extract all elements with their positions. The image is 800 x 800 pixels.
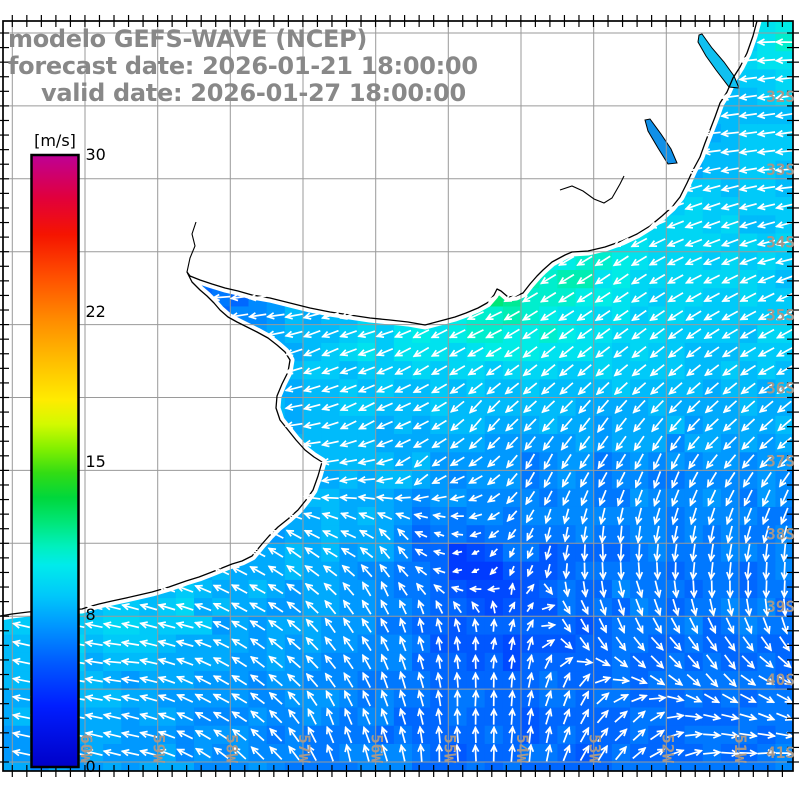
- lagoons: [644, 33, 740, 165]
- lat-label: 35S: [766, 306, 795, 325]
- colorbar: [m/s] 30 22 15 8 0: [30, 131, 106, 776]
- lon-label: 59W: [150, 734, 169, 763]
- lon-label: 51W: [731, 734, 750, 763]
- lat-label: 39S: [766, 597, 795, 616]
- lon-label: 52W: [658, 734, 677, 763]
- lon-label: 60W: [77, 734, 96, 763]
- lat-label: 38S: [766, 524, 795, 543]
- river-line: [186, 221, 197, 273]
- colorbar-tick-label: 8: [86, 605, 96, 624]
- lat-label: 37S: [766, 451, 795, 470]
- forecast-date-label: forecast date: 2026-01-21 18:00:00: [8, 52, 478, 80]
- lon-label: 58W: [222, 734, 241, 763]
- graticule-grid: [3, 21, 793, 771]
- colorbar-tick-label: 22: [86, 302, 106, 321]
- colorbar-unit-label: [m/s]: [34, 131, 76, 150]
- map-frame: [0, 15, 799, 777]
- lon-label: 57W: [295, 734, 314, 763]
- coastal-lagoon-line: [559, 175, 625, 204]
- lon-label: 54W: [513, 734, 532, 763]
- lagoa-mirim: [644, 118, 678, 165]
- colorbar-gradient: [30, 153, 80, 769]
- lat-label: 40S: [766, 670, 795, 689]
- lat-label: 36S: [766, 379, 795, 398]
- valid-date-label: valid date: 2026-01-27 18:00:00: [41, 79, 466, 107]
- graticule-labels: 32S 33S 34S 35S 36S 37S 38S 39S 40S 41S 60W 59W 58W 5…: [77, 87, 795, 763]
- colorbar-tick-label: 15: [86, 452, 106, 471]
- lat-label: 41S: [766, 743, 795, 762]
- lat-label: 34S: [766, 233, 795, 252]
- colorbar-tick-label: 0: [86, 757, 96, 776]
- colorbar-tick-label: 30: [86, 145, 106, 164]
- lat-label: 32S: [766, 87, 795, 106]
- lat-label: 33S: [766, 160, 795, 179]
- coastline: [0, 20, 758, 617]
- lon-label: 56W: [368, 734, 387, 763]
- lon-label: 53W: [586, 734, 605, 763]
- model-title: modelo GEFS-WAVE (NCEP): [8, 25, 368, 53]
- lon-label: 55W: [440, 734, 459, 763]
